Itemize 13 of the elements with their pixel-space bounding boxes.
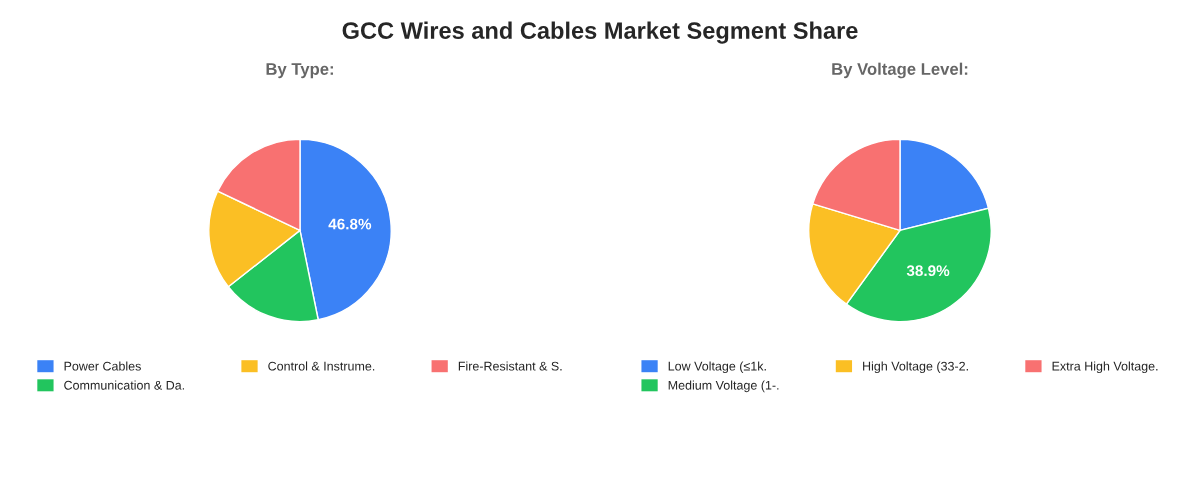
- data-label: 46.8%: [328, 218, 372, 230]
- legend-label: Communication & Da.: [64, 380, 184, 390]
- legend-label: Control & Instrume.: [268, 361, 375, 371]
- legend-label: Power Cables: [64, 361, 141, 371]
- data-label: 38.9%: [906, 265, 950, 277]
- legend-label: High Voltage (33-2.: [863, 361, 968, 374]
- chart-subtitle: By Type:: [266, 63, 333, 79]
- legend-label: Medium Voltage (1-.: [668, 380, 779, 393]
- legend-label: Fire-Resistant & S.: [458, 361, 562, 371]
- chart-title: GCC Wires and Cables Market Segment Share: [342, 21, 858, 44]
- legend-label: Extra High Voltage.: [1052, 361, 1158, 374]
- legend-label: Low Voltage (≤1k.: [668, 361, 766, 374]
- chart-subtitle: By Voltage Level:: [832, 62, 968, 79]
